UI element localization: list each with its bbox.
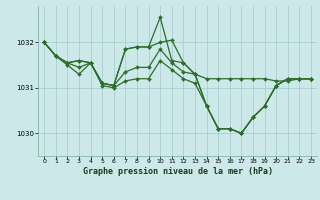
X-axis label: Graphe pression niveau de la mer (hPa): Graphe pression niveau de la mer (hPa) [83,167,273,176]
